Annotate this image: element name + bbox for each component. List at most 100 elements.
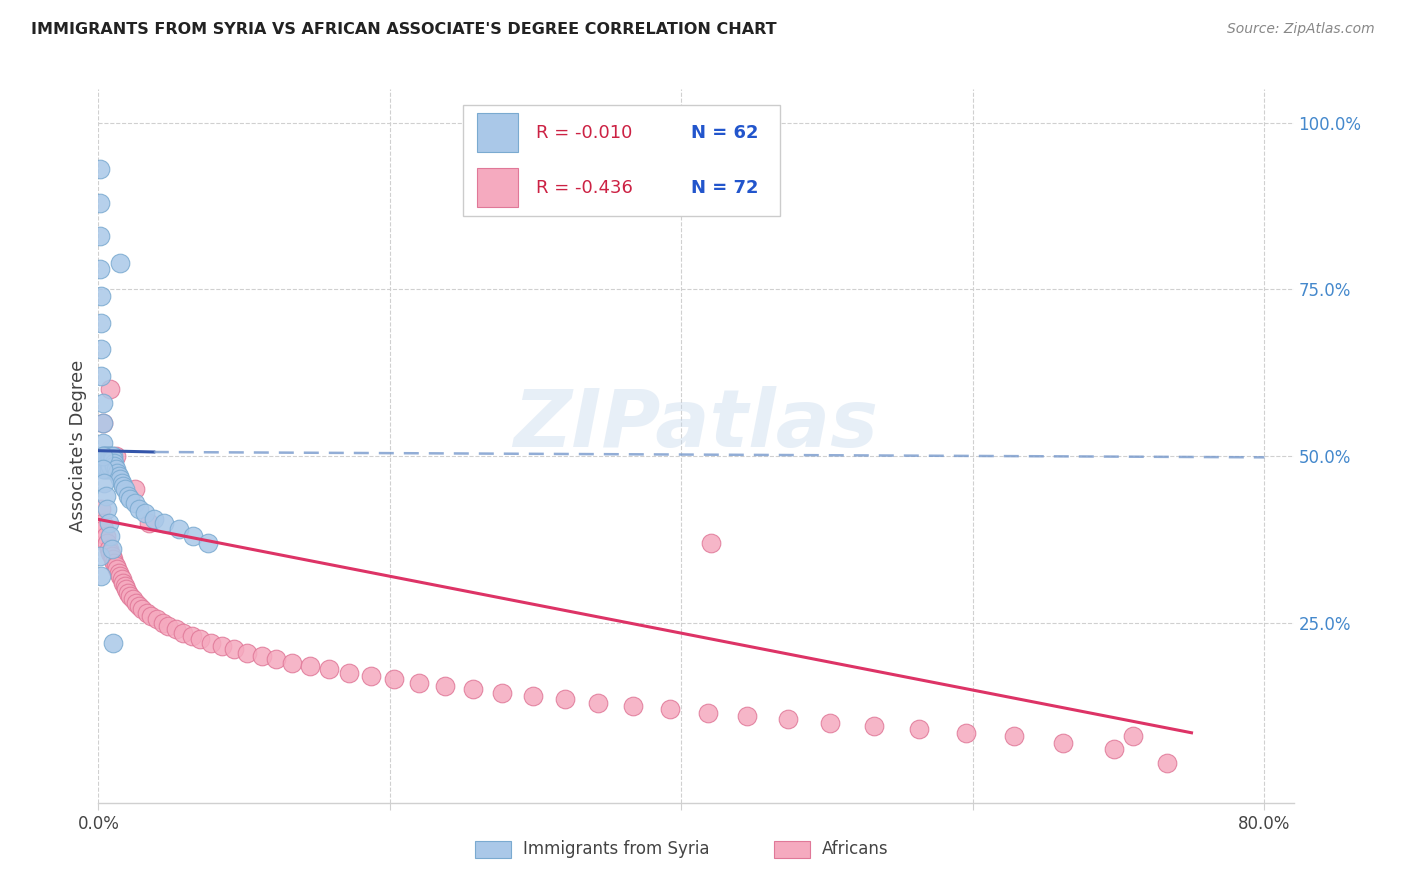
Point [96,502,118,516]
Point [91,416,114,430]
FancyBboxPatch shape [475,840,510,858]
Point [298,659,321,673]
Point [101,452,124,467]
Point [157,619,180,633]
Point [93,462,115,476]
Point [128,599,150,613]
Point [408,675,430,690]
Point [89,262,111,277]
Point [105,562,128,576]
Point [735,709,758,723]
Point [103,556,125,570]
Point [120,589,142,603]
Point [1052,736,1074,750]
Point [776,713,799,727]
Point [115,582,138,597]
Text: IMMIGRANTS FROM SYRIA VS AFRICAN ASSOCIATE'S DEGREE CORRELATION CHART: IMMIGRANTS FROM SYRIA VS AFRICAN ASSOCIA… [31,22,776,37]
Point [94,529,117,543]
FancyBboxPatch shape [463,105,780,216]
Point [554,692,576,706]
Point [696,706,718,720]
Text: Immigrants from Syria: Immigrants from Syria [523,840,709,858]
Point [110,569,132,583]
Point [90,502,112,516]
Point [211,639,233,653]
Point [117,585,139,599]
Point [89,162,111,177]
Point [122,592,145,607]
Point [200,636,222,650]
Point [461,682,484,697]
Point [124,496,146,510]
Point [94,489,117,503]
Point [138,516,160,530]
Point [190,632,212,647]
Point [818,715,841,730]
Point [197,535,219,549]
Point [588,696,610,710]
Point [91,462,114,476]
Point [97,542,120,557]
Point [152,615,174,630]
Point [114,483,136,497]
Point [91,449,114,463]
Point [90,316,112,330]
Point [89,228,111,243]
Point [93,475,115,490]
Point [93,456,115,470]
Point [101,636,124,650]
Point [114,579,136,593]
Point [281,656,304,670]
Point [111,475,134,490]
Point [491,686,513,700]
Point [128,502,150,516]
Point [1002,729,1025,743]
Point [98,452,121,467]
Point [103,458,125,473]
Point [181,529,204,543]
Text: R = -0.436: R = -0.436 [536,179,633,197]
Point [101,552,124,566]
Point [125,596,148,610]
Point [522,689,544,703]
Point [100,452,122,467]
Point [153,516,176,530]
FancyBboxPatch shape [477,113,519,153]
Point [142,512,165,526]
Point [90,569,112,583]
Point [97,516,120,530]
Point [93,449,115,463]
Point [91,416,114,430]
Point [104,449,127,463]
Text: R = -0.010: R = -0.010 [536,124,633,142]
Point [1102,742,1125,756]
Point [91,435,114,450]
Point [101,449,124,463]
Point [699,535,721,549]
Point [96,456,118,470]
Point [111,573,134,587]
Point [97,456,120,470]
Point [222,642,245,657]
Point [318,662,340,676]
Point [100,549,122,563]
Text: N = 62: N = 62 [692,124,759,142]
Point [172,625,194,640]
Point [98,529,121,543]
Point [98,458,121,473]
Point [165,623,187,637]
Point [108,469,131,483]
Point [180,629,202,643]
Y-axis label: Associate's Degree: Associate's Degree [69,359,87,533]
Point [236,646,259,660]
Point [621,699,644,714]
Point [96,535,118,549]
Point [135,606,157,620]
Text: ZIPatlas: ZIPatlas [513,385,879,464]
Point [117,489,139,503]
Point [100,449,122,463]
FancyBboxPatch shape [773,840,810,858]
Point [105,466,128,480]
Point [658,702,681,716]
Point [360,669,382,683]
